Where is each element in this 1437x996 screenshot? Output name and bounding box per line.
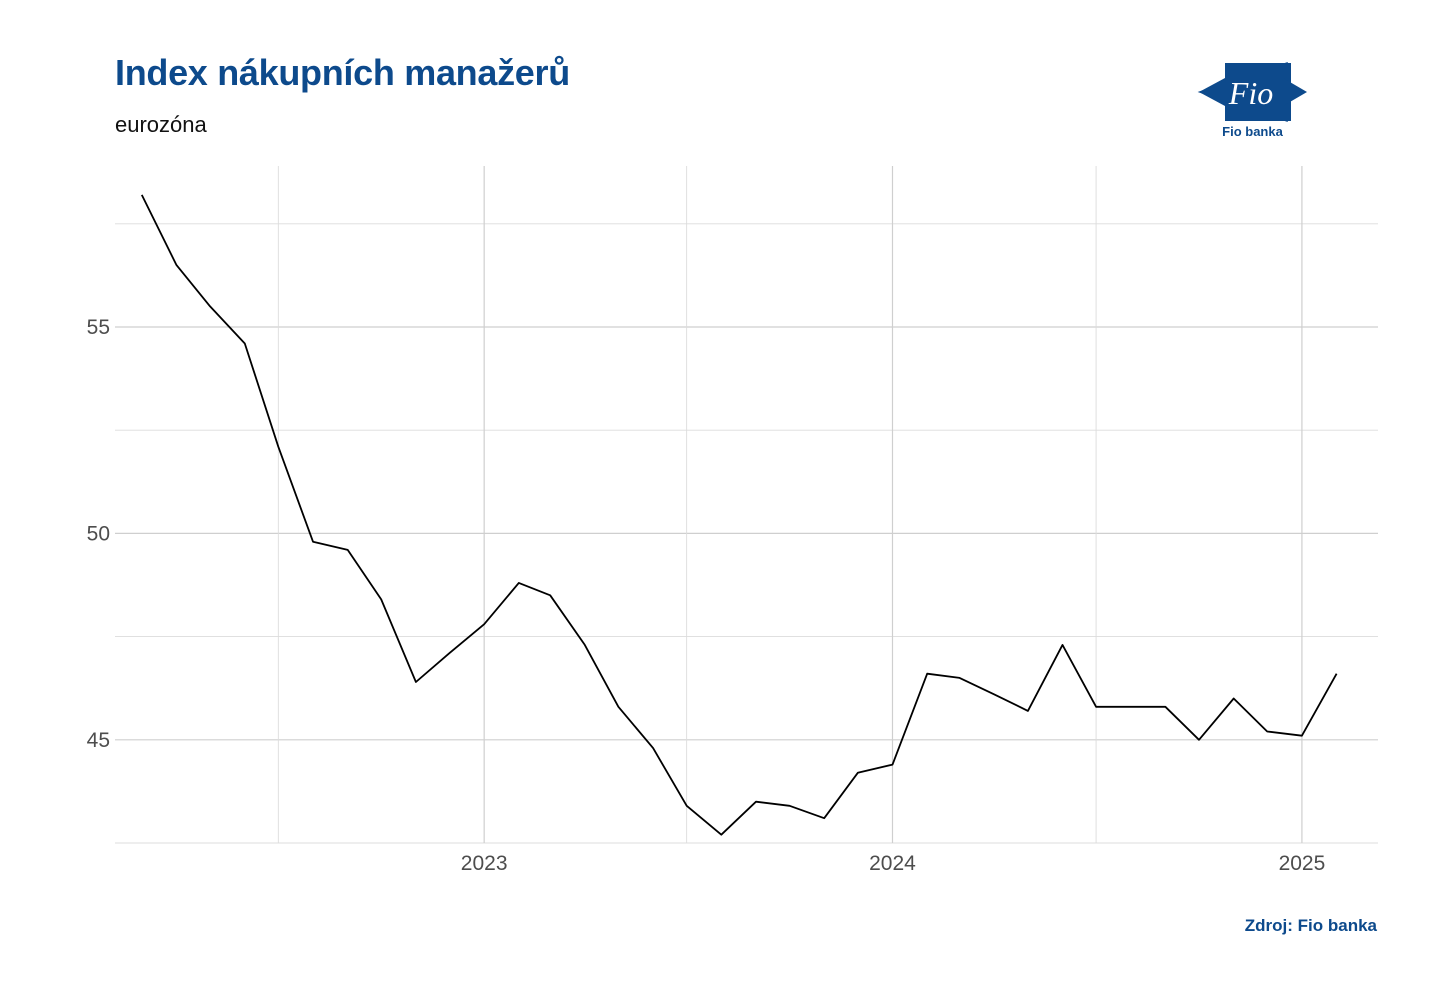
- x-tick-label: 2023: [461, 852, 508, 875]
- x-tick-label: 2024: [869, 852, 916, 875]
- fio-logo: Fio Fio banka: [1195, 60, 1310, 142]
- chart-subtitle: eurozóna: [115, 112, 207, 137]
- y-tick-label: 45: [87, 729, 110, 752]
- x-tick-label: 2025: [1279, 852, 1326, 875]
- logo-label: Fio banka: [1222, 124, 1283, 139]
- source-note: Zdroj: Fio banka: [1244, 916, 1377, 935]
- y-axis-ticks: 45 50 55: [87, 316, 110, 752]
- y-tick-label: 55: [87, 316, 110, 339]
- x-axis-ticks: 2023 2024 2025: [461, 852, 1325, 875]
- fio-flag-icon: Fio: [1197, 61, 1307, 123]
- y-tick-label: 50: [87, 522, 110, 545]
- series-line: [140, 194, 1338, 836]
- grid-lines: [115, 166, 1378, 844]
- logo-mark-text: Fio: [1228, 75, 1273, 111]
- chart-title: Index nákupních manažerů: [115, 52, 570, 93]
